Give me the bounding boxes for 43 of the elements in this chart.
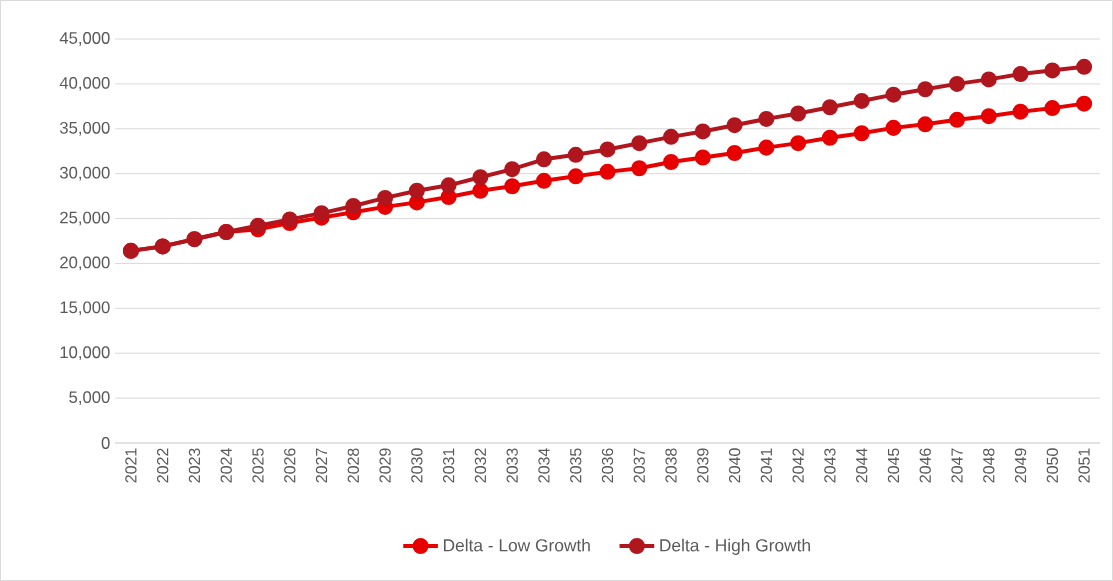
y-tick-label: 15,000 <box>60 301 110 316</box>
x-tick-label: 2024 <box>220 448 232 483</box>
y-tick-label: 30,000 <box>59 166 110 181</box>
x-tick-label: 2023 <box>188 448 201 483</box>
x-tick-label: 2046 <box>919 448 931 483</box>
x-tick-label: 2035 <box>570 448 582 483</box>
x-tick-label: 2025 <box>252 448 264 483</box>
x-tick-label: 2045 <box>887 448 900 483</box>
y-tick-label: 35,000 <box>59 121 110 136</box>
x-tick-label: 2051 <box>1078 448 1090 483</box>
x-tick-label: 2021 <box>125 448 137 483</box>
y-tick-label: 0 <box>101 437 110 449</box>
y-tick-label: 5,000 <box>69 391 110 405</box>
x-tick-label: 2022 <box>157 448 169 483</box>
x-tick-label: 2040 <box>728 448 741 483</box>
x-tick-label: 2034 <box>538 448 550 483</box>
x-tick-label: 2027 <box>315 448 328 483</box>
legend-label: Delta - Low Growth <box>443 538 590 552</box>
x-tick-label: 2031 <box>442 448 455 483</box>
x-tick-label: 2028 <box>347 448 359 483</box>
x-tick-label: 2026 <box>284 448 296 483</box>
x-tick-label: 2032 <box>474 448 487 483</box>
y-tick-label: 20,000 <box>60 256 110 271</box>
x-tick-label: 2043 <box>824 448 836 483</box>
x-tick-label: 2047 <box>951 448 963 483</box>
y-tick-label: 10,000 <box>60 346 110 361</box>
x-tick-label: 2050 <box>1046 448 1058 483</box>
x-tick-label: 2037 <box>633 448 645 483</box>
y-tick-label: 25,000 <box>60 211 110 226</box>
x-tick-label: 2030 <box>411 448 423 483</box>
x-tick-label: 2036 <box>601 448 614 483</box>
x-tick-label: 2042 <box>792 448 804 483</box>
x-tick-label: 2041 <box>760 448 773 483</box>
y-tick-label: 45,000 <box>59 32 110 46</box>
legend-label: Delta - High Growth <box>660 538 810 555</box>
x-tick-label: 2039 <box>697 448 709 483</box>
x-tick-label: 2033 <box>506 448 518 483</box>
y-tick-label: 40,000 <box>59 77 110 91</box>
x-tick-label: 2044 <box>856 448 868 483</box>
x-tick-label: 2049 <box>1014 448 1027 483</box>
x-tick-label: 2048 <box>983 448 995 483</box>
x-tick-label: 2038 <box>665 448 677 483</box>
x-tick-label: 2029 <box>379 448 391 483</box>
